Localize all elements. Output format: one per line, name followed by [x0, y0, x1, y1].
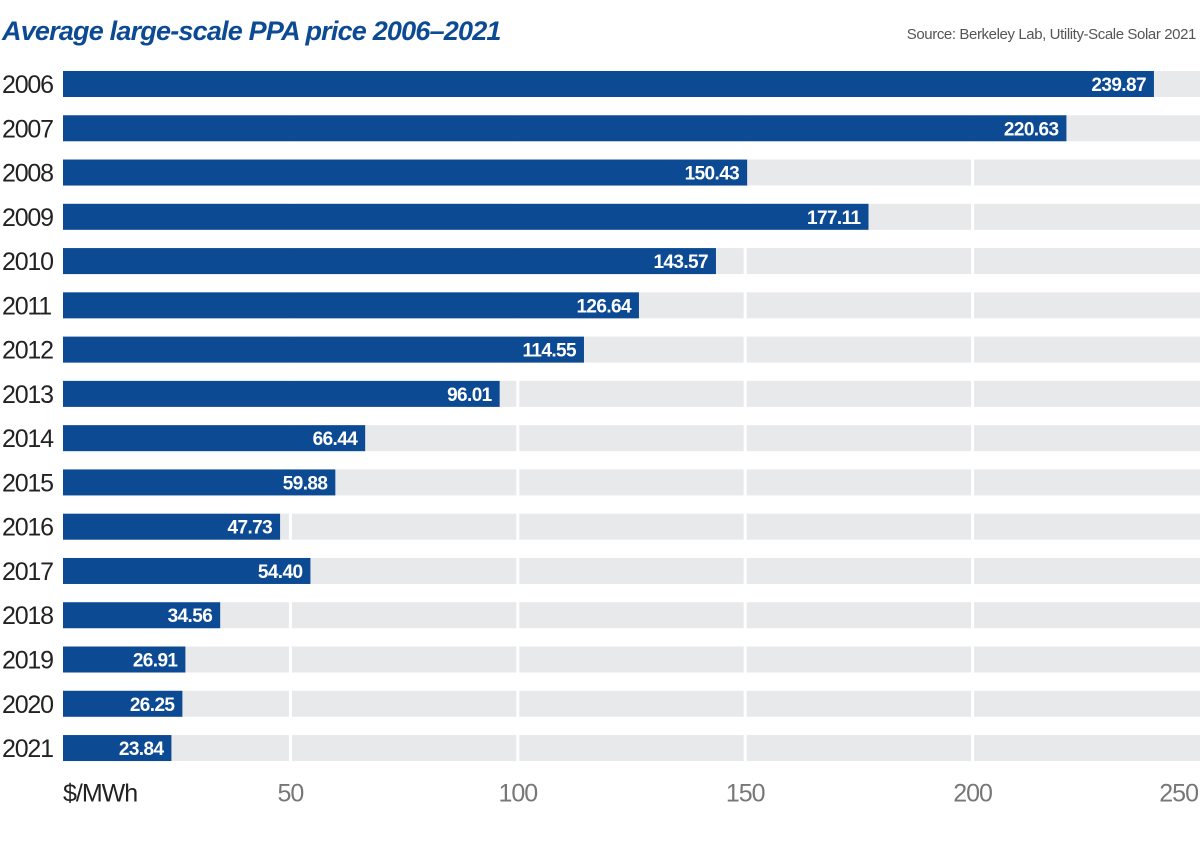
bar-track	[63, 646, 1200, 673]
category-label: 2017	[2, 558, 53, 586]
bar	[63, 71, 1154, 97]
category-label: 2019	[2, 647, 53, 675]
category-label: 2013	[2, 381, 53, 409]
chart-source: Source: Berkeley Lab, Utility-Scale Sola…	[906, 26, 1197, 43]
gridline	[516, 69, 520, 778]
bar	[63, 602, 221, 629]
value-label: 54.40	[258, 562, 303, 583]
bar	[63, 735, 172, 762]
bar	[63, 557, 311, 584]
x-tick-label: 150	[726, 779, 765, 807]
category-label: 2021	[2, 735, 53, 763]
category-label: 2007	[2, 115, 53, 143]
bar	[63, 336, 584, 363]
value-label: 220.63	[1004, 119, 1059, 140]
value-label: 26.25	[130, 695, 176, 716]
bar	[63, 690, 183, 717]
bar	[63, 203, 869, 230]
category-label: 2018	[2, 602, 53, 630]
value-label: 177.11	[807, 208, 861, 229]
gridline	[971, 69, 975, 778]
category-label: 2011	[2, 292, 51, 320]
bar-track	[63, 735, 1200, 762]
category-label: 2015	[2, 469, 53, 497]
category-label: 2006	[2, 71, 53, 99]
category-label: 2016	[2, 514, 53, 542]
x-tick-label: 250	[1159, 779, 1198, 807]
x-tick-label: 100	[498, 779, 537, 807]
chart-title: Average large-scale PPA price 2006–2021	[2, 16, 501, 46]
value-label: 23.84	[119, 739, 165, 760]
bar-track	[63, 602, 1200, 629]
bar	[63, 646, 186, 673]
bar	[63, 248, 716, 275]
x-tick-label: 50	[277, 779, 303, 807]
x-axis-unit: $/MWh	[63, 779, 137, 807]
gridline	[288, 69, 292, 778]
bar	[63, 469, 336, 496]
category-label: 2009	[2, 204, 53, 232]
bar	[63, 380, 500, 407]
bar	[63, 513, 281, 540]
bar	[63, 292, 639, 319]
category-label: 2014	[2, 425, 54, 453]
value-label: 59.88	[283, 473, 328, 494]
bar-track	[63, 690, 1200, 717]
category-label: 2010	[2, 248, 53, 276]
value-label: 239.87	[1091, 75, 1146, 96]
value-label: 47.73	[228, 518, 273, 539]
category-label: 2012	[2, 337, 53, 365]
bar	[63, 425, 366, 452]
value-label: 114.55	[523, 341, 577, 362]
category-label: 2008	[2, 160, 53, 188]
value-label: 126.64	[576, 296, 632, 317]
bar	[63, 115, 1067, 142]
x-tick-label: 200	[953, 779, 992, 807]
value-label: 143.57	[653, 252, 708, 273]
category-label: 2020	[2, 691, 53, 719]
value-label: 26.91	[133, 651, 179, 672]
value-label: 66.44	[313, 429, 359, 450]
value-label: 34.56	[168, 606, 213, 627]
value-label: 96.01	[447, 385, 493, 406]
gridline	[743, 69, 747, 778]
value-label: 150.43	[685, 164, 740, 185]
bar	[63, 159, 748, 186]
